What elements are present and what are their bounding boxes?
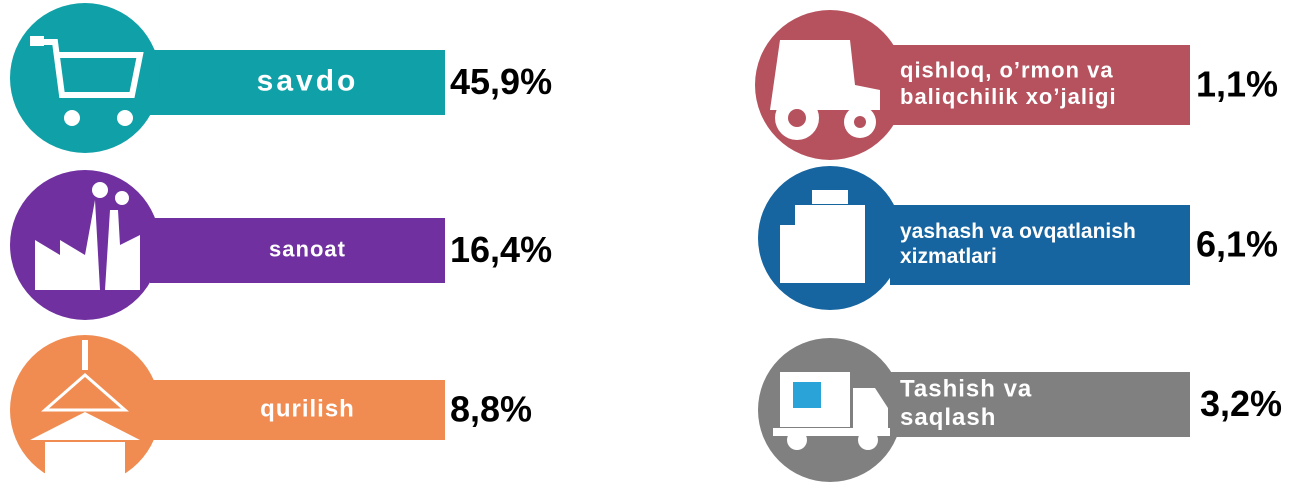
label-band	[890, 372, 1190, 437]
truck-icon	[773, 372, 890, 450]
hotel-icon	[780, 190, 865, 283]
texts: savdo 45,9% sanoat 16,4% qurilish 8,8% qishloq…	[257, 58, 1282, 432]
label-band	[890, 205, 1190, 285]
category-label: Tashish va	[900, 375, 1032, 402]
label-band	[150, 380, 445, 440]
construction-icon	[30, 340, 140, 482]
category-label: saqlash	[900, 404, 996, 431]
percentage-label: 45,9%	[450, 61, 552, 102]
tractor-icon	[770, 40, 880, 140]
icons	[30, 36, 890, 482]
label-band	[890, 45, 1190, 125]
category-label: yashash va ovqatlanish	[900, 220, 1136, 243]
category-label: savdo	[257, 64, 359, 97]
category-label: sanoat	[269, 236, 346, 261]
category-label: qishloq, o’rmon va	[900, 58, 1114, 83]
category-label: qurilish	[260, 395, 355, 422]
category-label: baliqchilik xo’jaligi	[900, 84, 1117, 109]
factory-icon	[35, 182, 140, 290]
label-band	[150, 50, 445, 115]
cart-icon	[30, 36, 144, 126]
category-label: xizmatlari	[900, 245, 997, 268]
percentage-label: 8,8%	[450, 389, 532, 430]
percentage-label: 6,1%	[1196, 224, 1278, 265]
label-band	[150, 218, 445, 283]
percentage-label: 3,2%	[1200, 383, 1282, 424]
percentage-label: 16,4%	[450, 229, 552, 270]
percentage-label: 1,1%	[1196, 64, 1278, 105]
